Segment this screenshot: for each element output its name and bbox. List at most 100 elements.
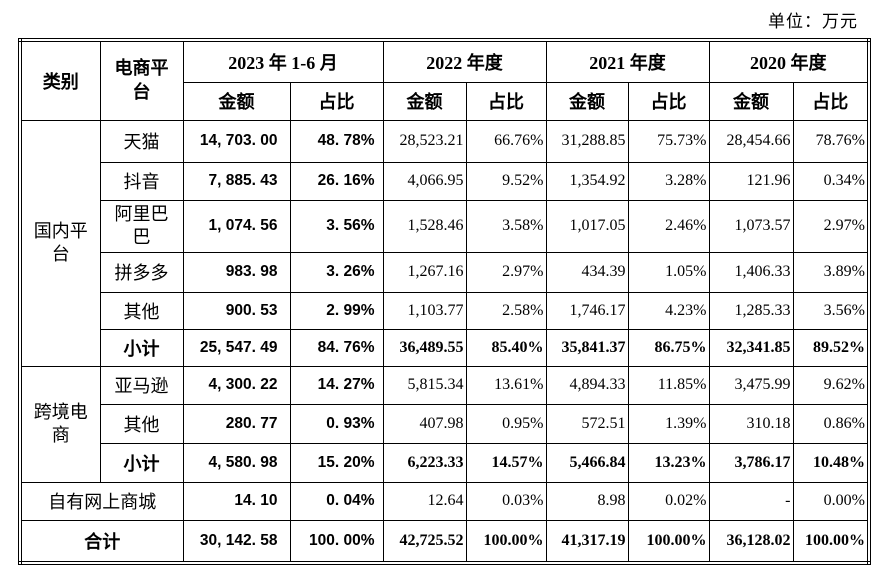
cell-2021-ratio: 1.05%	[627, 251, 710, 293]
cell-2021-ratio: 86.75%	[627, 328, 710, 367]
cell-2023-amount: 900. 53	[182, 291, 291, 330]
cell-2021-ratio: 3.28%	[627, 161, 710, 201]
group-domestic: 国内平 台	[19, 119, 101, 367]
cell-2022-ratio: 0.03%	[465, 481, 547, 521]
cell-2023-amount: 4, 580. 98	[182, 442, 291, 483]
cell-2021-ratio: 2.46%	[627, 199, 710, 253]
cell-2022-ratio: 100.00%	[465, 519, 547, 564]
cell-2022-amount: 407.98	[382, 403, 467, 444]
cell-2021-amount: 8.98	[545, 481, 629, 521]
cell-2020-ratio: 0.34%	[792, 161, 870, 201]
header-period-2021: 2021 年度	[545, 39, 710, 83]
cell-2023-amount: 1, 074. 56	[182, 199, 291, 253]
cell-2020-ratio: 3.89%	[792, 251, 870, 293]
table-row: 阿里巴 巴 1, 074. 56 3. 56% 1,528.46 3.58% 1…	[20, 199, 870, 253]
header-category: 类别	[19, 39, 101, 121]
table-row-subtotal: 小计 4, 580. 98 15. 20% 6,223.33 14.57% 5,…	[20, 442, 870, 483]
table-row: 其他 900. 53 2. 99% 1,103.77 2.58% 1,746.1…	[20, 291, 870, 330]
row-label: 拼多多	[99, 251, 184, 293]
table-row: 跨境电 商 亚马逊 4, 300. 22 14. 27% 5,815.34 13…	[19, 365, 870, 483]
cell-2022-amount: 5,815.34	[382, 365, 467, 405]
row-label: 小计	[99, 328, 184, 367]
cell-2022-ratio: 13.61%	[465, 365, 547, 405]
cell-2021-amount: 5,466.84	[545, 442, 629, 483]
cell-2023-ratio: 26. 16%	[289, 161, 384, 201]
cell-2021-amount: 1,017.05	[545, 199, 629, 253]
row-label: 其他	[99, 403, 184, 444]
cell-2020-amount: 32,341.85	[708, 328, 794, 367]
cell-2023-ratio: 3. 56%	[289, 199, 384, 253]
cell-2023-ratio: 100. 00%	[289, 519, 384, 564]
cell-2022-ratio: 85.40%	[465, 328, 547, 367]
cell-2020-ratio: 78.76%	[792, 119, 870, 163]
cell-2023-amount: 280. 77	[182, 403, 291, 444]
cell-2020-amount: 1,406.33	[708, 251, 794, 293]
cell-2022-ratio: 0.95%	[465, 403, 547, 444]
cell-2023-ratio: 0. 93%	[289, 403, 384, 444]
cell-2020-ratio: 0.00%	[792, 481, 870, 521]
table-row: 其他 280. 77 0. 93% 407.98 0.95% 572.51 1.…	[20, 403, 870, 444]
cell-2020-ratio: 9.62%	[792, 365, 870, 405]
row-label: 亚马逊	[99, 365, 184, 405]
table-row: 国内平 台 天猫 14, 703. 00 48. 78% 28,523.21 6…	[19, 119, 870, 367]
table-row: 拼多多 983. 98 3. 26% 1,267.16 2.97% 434.39…	[20, 251, 870, 293]
cell-2020-amount: 3,786.17	[708, 442, 794, 483]
row-label: 小计	[99, 442, 184, 483]
cell-2022-ratio: 9.52%	[465, 161, 547, 201]
group-crossborder: 跨境电 商	[19, 365, 101, 483]
cell-2020-amount: 121.96	[708, 161, 794, 201]
cell-2023-amount: 30, 142. 58	[182, 519, 291, 564]
cell-2020-amount: 36,128.02	[708, 519, 794, 564]
cell-2022-ratio: 2.58%	[465, 291, 547, 330]
header-ratio-2021: 占比	[627, 81, 710, 121]
row-label: 其他	[99, 291, 184, 330]
cell-2021-ratio: 0.02%	[627, 481, 710, 521]
table-header-row-2: 金额 占比 金额 占比 金额 占比 金额 占比	[20, 81, 870, 121]
cell-2020-ratio: 10.48%	[792, 442, 870, 483]
cell-2020-amount: 310.18	[708, 403, 794, 444]
cell-2022-amount: 6,223.33	[382, 442, 467, 483]
header-ratio-2020: 占比	[792, 81, 870, 121]
cell-2023-amount: 25, 547. 49	[182, 328, 291, 367]
cell-2023-ratio: 3. 26%	[289, 251, 384, 293]
cell-2022-ratio: 3.58%	[465, 199, 547, 253]
header-period-2022: 2022 年度	[382, 39, 547, 83]
header-amount-2020: 金额	[708, 81, 794, 121]
cell-2023-ratio: 0. 04%	[289, 481, 384, 521]
cell-2023-amount: 7, 885. 43	[182, 161, 291, 201]
row-label: 抖音	[99, 161, 184, 201]
header-platform: 电商平 台	[99, 39, 184, 121]
cell-2023-amount: 14. 10	[182, 481, 291, 521]
header-ratio-2022: 占比	[465, 81, 547, 121]
cell-2023-amount: 14, 703. 00	[182, 119, 291, 163]
cell-2022-amount: 1,103.77	[382, 291, 467, 330]
cell-2023-amount: 4, 300. 22	[182, 365, 291, 405]
cell-2021-ratio: 100.00%	[627, 519, 710, 564]
cell-2021-amount: 4,894.33	[545, 365, 629, 405]
cell-2020-amount: 1,073.57	[708, 199, 794, 253]
cell-2020-amount: 1,285.33	[708, 291, 794, 330]
cell-2022-ratio: 66.76%	[465, 119, 547, 163]
cell-2020-amount: -	[708, 481, 794, 521]
cell-2023-ratio: 15. 20%	[289, 442, 384, 483]
cell-2022-ratio: 2.97%	[465, 251, 547, 293]
cell-2021-amount: 1,354.92	[545, 161, 629, 201]
cell-2021-ratio: 75.73%	[627, 119, 710, 163]
cell-2020-ratio: 2.97%	[792, 199, 870, 253]
row-label: 阿里巴 巴	[99, 199, 184, 253]
cell-2022-amount: 28,523.21	[382, 119, 467, 163]
cell-2020-ratio: 100.00%	[792, 519, 870, 564]
cell-2020-ratio: 89.52%	[792, 328, 870, 367]
header-amount-2023: 金额	[182, 81, 291, 121]
unit-label: 单位：万元	[768, 12, 858, 31]
cell-2020-ratio: 3.56%	[792, 291, 870, 330]
revenue-table: 类别 电商平 台 2023 年 1-6 月 2022 年度 2021 年度 20…	[18, 38, 871, 565]
cell-2022-amount: 12.64	[382, 481, 467, 521]
cell-2020-amount: 3,475.99	[708, 365, 794, 405]
cell-2023-ratio: 14. 27%	[289, 365, 384, 405]
cell-2022-amount: 4,066.95	[382, 161, 467, 201]
header-amount-2021: 金额	[545, 81, 629, 121]
cell-2021-amount: 1,746.17	[545, 291, 629, 330]
table-header-row-1: 类别 电商平 台 2023 年 1-6 月 2022 年度 2021 年度 20…	[19, 39, 870, 121]
